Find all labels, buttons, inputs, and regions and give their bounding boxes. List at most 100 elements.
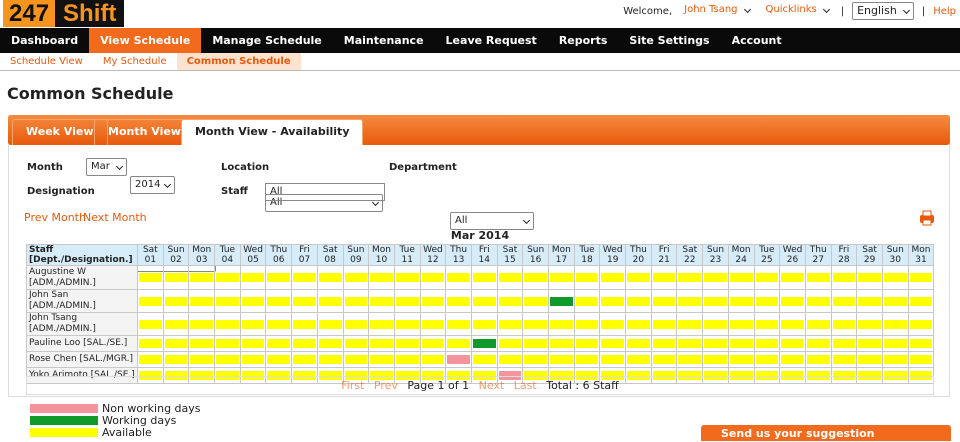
day-cell[interactable]: [291, 265, 318, 290]
day-cell[interactable]: [291, 312, 318, 336]
day-cell[interactable]: [599, 335, 627, 352]
day-cell[interactable]: [573, 265, 601, 290]
day-cell[interactable]: [779, 335, 806, 352]
staff-input[interactable]: All: [265, 183, 385, 201]
day-cell[interactable]: [702, 367, 729, 384]
day-cell[interactable]: [830, 289, 858, 313]
day-cell[interactable]: [419, 312, 447, 336]
day-cell[interactable]: [137, 335, 164, 352]
day-cell[interactable]: [496, 265, 524, 290]
day-cell[interactable]: [753, 367, 781, 384]
day-cell[interactable]: [162, 335, 190, 352]
day-cell[interactable]: [239, 289, 267, 313]
first-link[interactable]: First: [341, 379, 365, 392]
day-cell[interactable]: [419, 335, 447, 352]
day-cell[interactable]: [548, 265, 575, 290]
day-cell[interactable]: [599, 312, 627, 336]
day-cell[interactable]: [881, 351, 909, 368]
day-cell[interactable]: [188, 312, 216, 336]
day-cell[interactable]: [753, 289, 781, 313]
day-cell[interactable]: [625, 312, 652, 336]
day-cell[interactable]: [676, 312, 704, 336]
day-cell[interactable]: [239, 265, 267, 290]
day-cell[interactable]: [496, 289, 524, 313]
day-cell[interactable]: [856, 335, 883, 352]
day-cell[interactable]: [214, 289, 241, 313]
day-cell[interactable]: [316, 367, 344, 384]
day-cell[interactable]: [188, 265, 216, 290]
day-cell[interactable]: [342, 312, 370, 336]
day-cell[interactable]: [368, 265, 395, 290]
day-cell[interactable]: [779, 312, 806, 336]
day-cell[interactable]: [316, 312, 344, 336]
day-cell[interactable]: [445, 335, 472, 352]
day-cell[interactable]: [702, 351, 729, 368]
day-cell[interactable]: [470, 289, 498, 313]
day-cell[interactable]: [445, 351, 472, 368]
day-cell[interactable]: [625, 265, 652, 290]
day-cell[interactable]: [393, 351, 421, 368]
day-cell[interactable]: [625, 289, 652, 313]
day-cell[interactable]: [265, 351, 293, 368]
day-cell[interactable]: [393, 289, 421, 313]
day-cell[interactable]: [907, 367, 935, 384]
location-select[interactable]: All: [265, 194, 383, 212]
day-cell[interactable]: [316, 265, 344, 290]
day-cell[interactable]: [856, 265, 883, 290]
day-cell[interactable]: [137, 289, 164, 313]
day-cell[interactable]: [907, 265, 935, 290]
day-cell[interactable]: [496, 335, 524, 352]
day-cell[interactable]: [419, 265, 447, 290]
day-cell[interactable]: [753, 312, 781, 336]
day-cell[interactable]: [162, 265, 190, 290]
day-cell[interactable]: [907, 351, 935, 368]
day-cell[interactable]: [239, 367, 267, 384]
day-cell[interactable]: [522, 351, 549, 368]
day-cell[interactable]: [779, 289, 806, 313]
year-select[interactable]: 2014: [130, 176, 175, 194]
day-cell[interactable]: [856, 312, 883, 336]
day-cell[interactable]: [573, 312, 601, 336]
day-cell[interactable]: [162, 289, 190, 313]
next-link[interactable]: Next: [478, 379, 505, 392]
tab[interactable]: Month View: [94, 119, 195, 145]
day-cell[interactable]: [419, 351, 447, 368]
day-cell[interactable]: [573, 289, 601, 313]
day-cell[interactable]: [445, 289, 472, 313]
day-cell[interactable]: [599, 351, 627, 368]
day-cell[interactable]: [470, 335, 498, 352]
day-cell[interactable]: [316, 351, 344, 368]
day-cell[interactable]: [342, 351, 370, 368]
day-cell[interactable]: [368, 367, 395, 384]
suggestion-button[interactable]: Send us your suggestion: [701, 425, 951, 441]
day-cell[interactable]: [368, 351, 395, 368]
day-cell[interactable]: [727, 265, 755, 290]
day-cell[interactable]: [830, 312, 858, 336]
day-cell[interactable]: [137, 351, 164, 368]
day-cell[interactable]: [830, 265, 858, 290]
sub-nav-item[interactable]: Common Schedule: [176, 53, 301, 70]
day-cell[interactable]: [599, 289, 627, 313]
day-cell[interactable]: [753, 335, 781, 352]
day-cell[interactable]: [907, 312, 935, 336]
day-cell[interactable]: [137, 265, 164, 290]
day-cell[interactable]: [779, 351, 806, 368]
nav-item[interactable]: Maintenance: [343, 34, 424, 47]
day-cell[interactable]: [445, 265, 472, 290]
day-cell[interactable]: [291, 289, 318, 313]
day-cell[interactable]: [368, 289, 395, 313]
day-cell[interactable]: [804, 312, 832, 336]
day-cell[interactable]: [907, 335, 935, 352]
help-link[interactable]: Help: [933, 5, 956, 17]
day-cell[interactable]: [856, 351, 883, 368]
day-cell[interactable]: [393, 335, 421, 352]
day-cell[interactable]: [830, 351, 858, 368]
day-cell[interactable]: [702, 312, 729, 336]
day-cell[interactable]: [342, 289, 370, 313]
day-cell[interactable]: [470, 265, 498, 290]
nav-item[interactable]: Account: [731, 34, 782, 47]
day-cell[interactable]: [727, 312, 755, 336]
day-cell[interactable]: [188, 289, 216, 313]
department-select[interactable]: All: [450, 212, 534, 230]
day-cell[interactable]: [727, 335, 755, 352]
